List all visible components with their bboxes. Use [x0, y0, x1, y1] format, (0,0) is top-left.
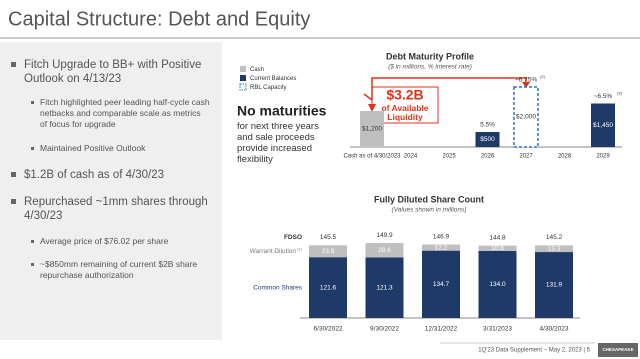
x-tick-label: 12/31/2022: [425, 326, 458, 333]
rate-label: ~6.75%: [515, 77, 537, 84]
value-label: 12.2: [435, 244, 448, 251]
left-panel: [0, 42, 222, 340]
value-label: 121.3: [376, 284, 393, 291]
bar-segment: [535, 245, 573, 253]
legend-label: RBL Capacity: [250, 85, 286, 91]
bar: [591, 103, 615, 147]
value-label: 131.9: [546, 282, 563, 289]
value-label: $1,450: [593, 122, 613, 129]
x-tick-label: 2024: [404, 154, 418, 160]
x-tick-label: Cash as of 4/30/2023: [343, 154, 401, 160]
value-label: $2,000: [516, 114, 536, 121]
bar-segment: [422, 250, 460, 318]
bar-segment: [478, 245, 517, 251]
value-label: 23.9: [322, 248, 335, 255]
bar: [475, 132, 500, 147]
rate-note: (2): [540, 74, 546, 79]
logo-box: [598, 343, 638, 357]
sub-bullet: ~$850mm remaining of current $2B share r…: [31, 259, 210, 281]
bar-segment: [422, 244, 460, 251]
bar-segment: [309, 245, 347, 258]
total-label: 146.9: [433, 233, 450, 240]
rate-label: 5.5%: [480, 122, 495, 129]
value-label: 28.6: [378, 247, 391, 254]
x-tick-label: 9/30/2022: [370, 326, 399, 333]
x-tick-label: 6/30/2022: [314, 326, 343, 333]
chart-title: Debt Maturity Profile: [386, 51, 474, 61]
note-text: for next three years and sale proceeds p…: [237, 121, 319, 165]
value-label: 134.0: [489, 281, 506, 288]
legend-label: Current Balances: [250, 76, 296, 82]
x-tick-label: 2029: [596, 154, 610, 160]
bar-segment: [365, 257, 404, 318]
series-label: Warrant Dilution: [250, 248, 297, 255]
chart-subtitle: (Values shown in millions): [392, 207, 467, 214]
x-tick-label: 2025: [442, 154, 456, 160]
value-label: 10.8: [491, 245, 504, 252]
total-label: 145.5: [320, 234, 337, 241]
x-tick-label: 2028: [558, 154, 572, 160]
value-label: 134.7: [433, 281, 450, 288]
bar: [513, 86, 539, 148]
x-tick-label: 2027: [519, 154, 533, 160]
value-label: $500: [480, 136, 495, 143]
note-bold: No maturities: [237, 103, 327, 119]
callout-big: $3.2B: [386, 87, 423, 103]
bar-segment: [309, 257, 347, 318]
legend-swatch: [240, 75, 246, 81]
series-label: Common Shares: [253, 284, 303, 291]
legend-swatch: [240, 66, 246, 72]
value-label: $1,200: [362, 126, 382, 133]
total-label: 144.8: [489, 234, 506, 241]
total-label: 149.9: [376, 232, 393, 239]
sub-bullet: Average price of $76.02 per share: [31, 236, 210, 247]
rate-note: (3): [617, 91, 623, 96]
x-tick-label: 4/30/2023: [540, 326, 569, 333]
x-tick-label: 3/31/2023: [483, 326, 512, 333]
sub-bullet: Maintained Positive Outlook: [31, 143, 210, 154]
legend-swatch: [239, 83, 247, 91]
chart-subtitle: ($ in millions, % interest rate): [388, 64, 472, 71]
bar: [360, 111, 384, 147]
bar-segment: [535, 252, 573, 318]
legend-label: Cash: [250, 67, 264, 73]
bullet: $1.2B of cash as of 4/30/23: [11, 168, 214, 182]
bullet: Fitch Upgrade to BB+ with Positive Outlo…: [11, 58, 214, 86]
slide-title: Capital Structure: Debt and Equity: [8, 8, 310, 30]
value-label: 121.6: [320, 284, 337, 291]
bar-segment: [365, 243, 404, 258]
footer: 1Q'23 Data Supplement – May 2, 2023 | 5: [478, 348, 590, 354]
totals-name: FDSO: [284, 234, 302, 241]
x-tick-label: 2026: [481, 154, 495, 160]
rate-label: ~6.5%: [594, 93, 613, 100]
logo: CHESAPEAKE: [602, 347, 633, 352]
bar-segment: [478, 251, 517, 318]
total-label: 145.2: [546, 234, 563, 241]
bullet: Repurchased ~1mm shares through 4/30/23: [11, 195, 214, 223]
callout-text: of Available Liquidity: [381, 103, 429, 122]
series-note: (1): [297, 246, 303, 251]
sub-bullet: Fitch highlighted peer leading half-cycl…: [31, 97, 210, 129]
value-label: 13.3: [548, 245, 561, 252]
chart-title: Fully Diluted Share Count: [374, 194, 484, 204]
